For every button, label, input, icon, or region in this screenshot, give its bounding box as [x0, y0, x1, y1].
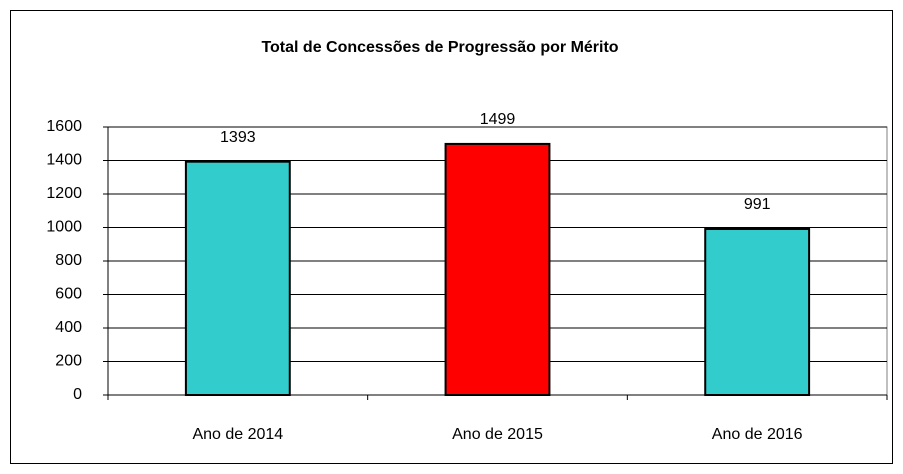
y-tick-label: 800 [55, 252, 82, 269]
chart-title: Total de Concessões de Progressão por Mé… [261, 39, 618, 56]
bar [184, 160, 291, 396]
bar [704, 228, 811, 396]
data-label: 991 [744, 196, 771, 213]
x-tick-label: Ano de 2015 [452, 426, 543, 443]
y-tick-label: 1200 [46, 185, 82, 202]
x-tick-label: Ano de 2014 [192, 426, 283, 443]
y-tick-label: 1000 [46, 219, 82, 236]
x-tick-label: Ano de 2016 [712, 426, 803, 443]
y-tick-label: 400 [55, 319, 82, 336]
y-tick-label: 200 [55, 353, 82, 370]
y-tick-label: 600 [55, 286, 82, 303]
y-tick-label: 0 [73, 386, 82, 403]
data-label: 1499 [480, 111, 516, 128]
bar [444, 142, 551, 396]
y-tick-label: 1600 [46, 118, 82, 135]
y-tick-label: 1400 [46, 152, 82, 169]
data-label: 1393 [220, 129, 256, 146]
